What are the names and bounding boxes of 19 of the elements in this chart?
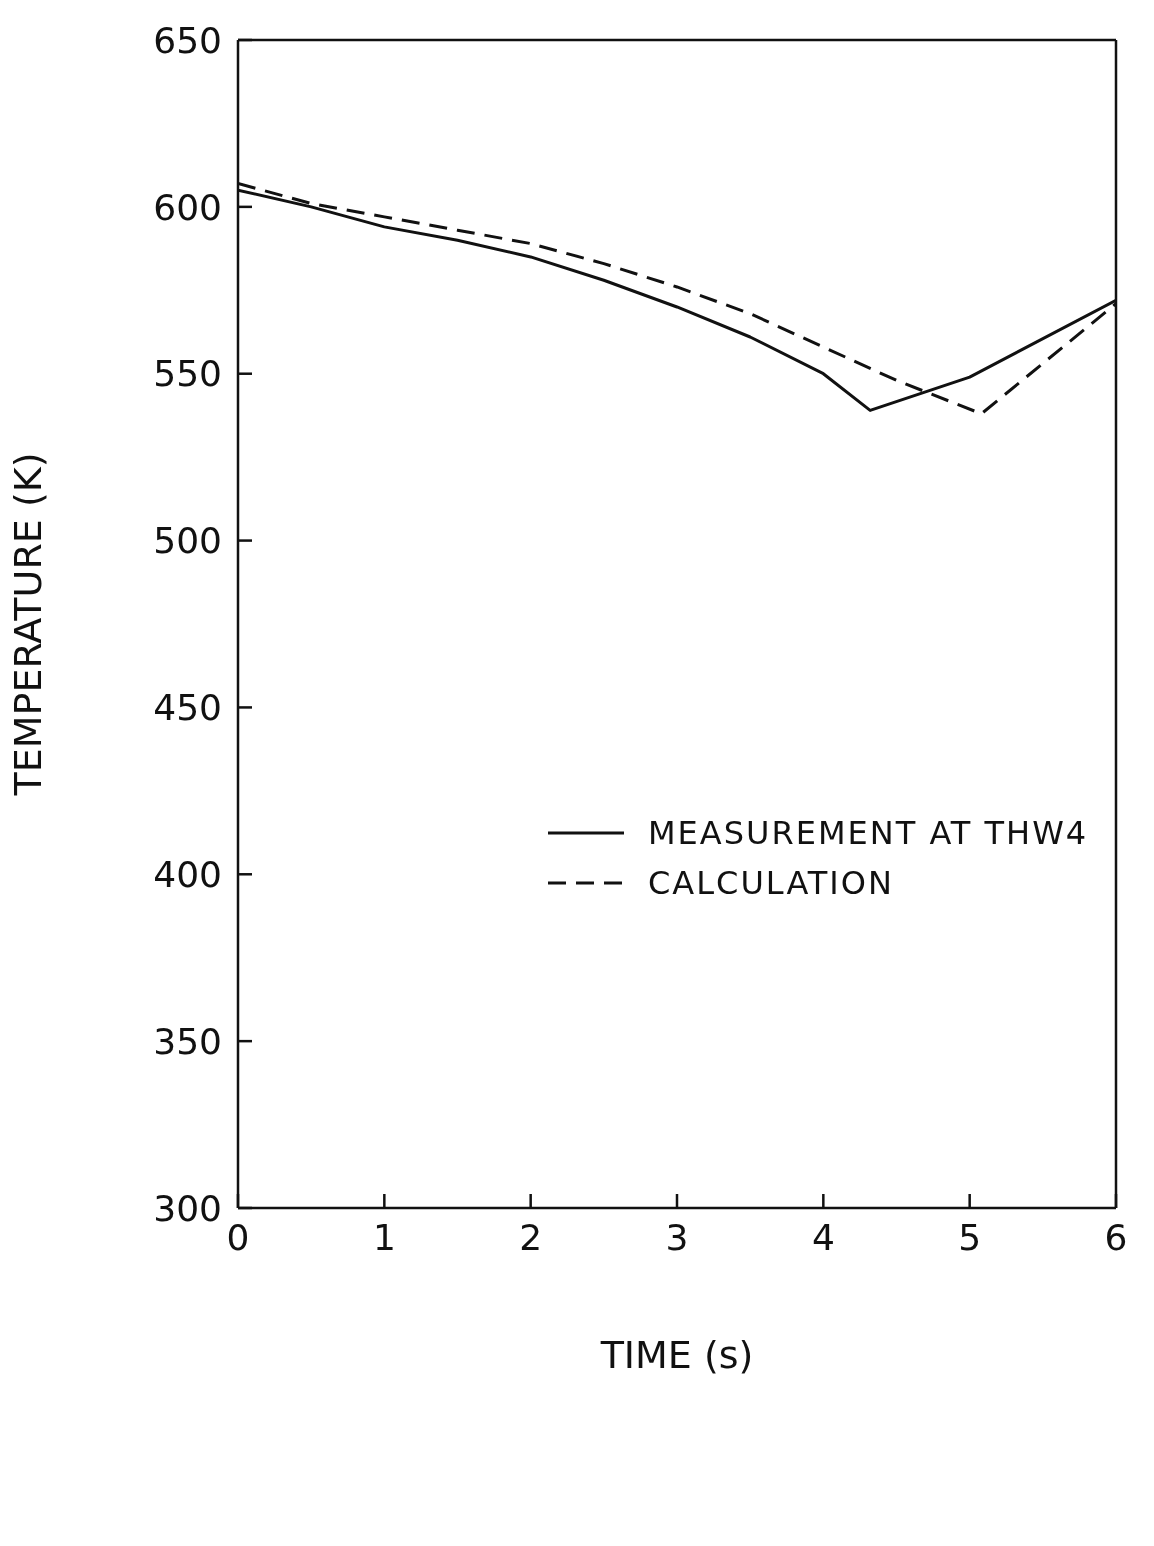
x-axis-title: TIME (s)	[599, 1333, 754, 1377]
y-tick-label: 600	[153, 186, 222, 228]
y-tick-label: 400	[153, 854, 222, 896]
x-tick-label: 4	[811, 1216, 835, 1258]
y-tick-label: 500	[153, 520, 222, 562]
y-tick-label: 300	[153, 1187, 222, 1229]
x-tick-label: 3	[665, 1216, 689, 1258]
y-tick-label: 650	[153, 19, 222, 61]
x-tick-label: 1	[372, 1216, 396, 1258]
y-tick-label: 450	[153, 687, 222, 729]
x-tick-label: 2	[519, 1216, 543, 1258]
x-tick-label: 0	[226, 1216, 250, 1258]
y-axis-title: TEMPERATURE (K)	[6, 452, 51, 797]
legend-label: CALCULATION	[648, 863, 894, 904]
legend-label: MEASUREMENT AT THW4	[648, 813, 1089, 854]
y-tick-label: 350	[153, 1020, 222, 1062]
y-tick-label: 550	[153, 353, 222, 395]
x-tick-label: 5	[958, 1216, 982, 1258]
x-tick-label: 6	[1104, 1216, 1128, 1258]
